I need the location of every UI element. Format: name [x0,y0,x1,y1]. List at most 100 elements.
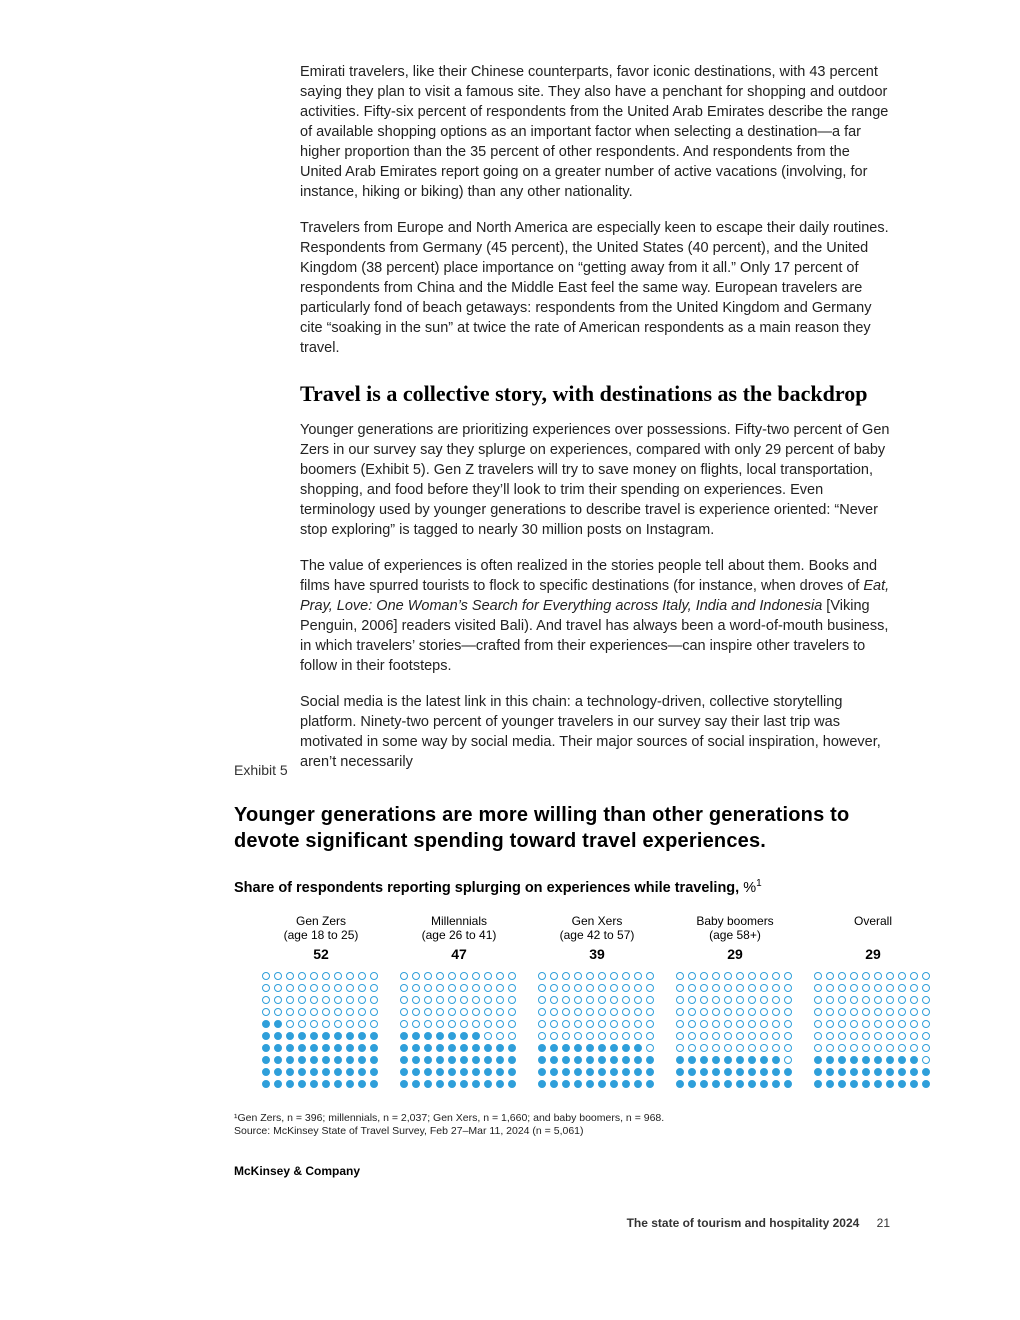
dot-empty [850,1008,858,1016]
dot-empty [484,984,492,992]
dot-empty [676,984,684,992]
dot-empty [550,1008,558,1016]
dot-filled [538,1068,546,1076]
footnote-line: Source: McKinsey State of Travel Survey,… [234,1125,894,1138]
dot-empty [784,996,792,1004]
body-paragraph: Emirati travelers, like their Chinese co… [300,62,890,202]
dot-empty [472,996,480,1004]
dot-empty [850,1020,858,1028]
dot-filled [274,1056,282,1064]
dot-filled [874,1056,882,1064]
dot-empty [310,996,318,1004]
dot-empty [508,1020,516,1028]
dot-filled [472,1044,480,1052]
dot-empty [826,1008,834,1016]
dot-filled [898,1068,906,1076]
footer-page-number: 21 [877,1216,890,1230]
dot-filled [550,1056,558,1064]
group-value: 39 [538,946,656,962]
dot-empty [910,996,918,1004]
dot-filled [400,1080,408,1088]
dot-filled [286,1056,294,1064]
dot-filled [508,1056,516,1064]
dot-filled [712,1080,720,1088]
dot-empty [862,1020,870,1028]
dot-filled [814,1068,822,1076]
dot-empty [736,1032,744,1040]
dot-filled [688,1080,696,1088]
dot-empty [748,1032,756,1040]
dot-empty [598,996,606,1004]
dot-filled [586,1068,594,1076]
dot-grid [538,972,656,1090]
dot-filled [634,1056,642,1064]
dot-filled [826,1068,834,1076]
dot-empty [586,1032,594,1040]
dot-filled [310,1044,318,1052]
dot-empty [700,1020,708,1028]
dot-filled [574,1068,582,1076]
dot-empty [634,972,642,980]
dot-empty [550,984,558,992]
footer-title: The state of tourism and hospitality 202… [627,1216,860,1230]
dot-filled [310,1032,318,1040]
dot-empty [358,984,366,992]
dot-filled [910,1080,918,1088]
dot-empty [412,972,420,980]
dot-empty [724,1020,732,1028]
dot-filled [274,1044,282,1052]
dot-filled [298,1080,306,1088]
dot-empty [688,1044,696,1052]
dot-empty [562,984,570,992]
dot-filled [298,1068,306,1076]
dot-filled [460,1080,468,1088]
dot-filled [412,1044,420,1052]
dot-filled [346,1080,354,1088]
dot-empty [688,984,696,992]
dot-empty [586,984,594,992]
dot-empty [346,1008,354,1016]
dot-empty [826,1020,834,1028]
dot-filled [610,1044,618,1052]
dot-filled [538,1080,546,1088]
dot-empty [286,972,294,980]
dot-empty [922,972,930,980]
dot-empty [322,1008,330,1016]
dot-empty [862,1032,870,1040]
dot-empty [298,1008,306,1016]
dot-empty [598,1008,606,1016]
dot-empty [550,1032,558,1040]
dot-empty [838,1032,846,1040]
dot-filled [508,1080,516,1088]
dot-empty [598,984,606,992]
dot-empty [772,1044,780,1052]
dot-empty [736,1020,744,1028]
body-paragraph: Younger generations are prioritizing exp… [300,420,890,540]
dot-empty [646,1032,654,1040]
dot-filled [700,1080,708,1088]
dot-filled [322,1032,330,1040]
dot-empty [562,1020,570,1028]
dot-empty [484,996,492,1004]
dot-empty [646,984,654,992]
dot-filled [496,1044,504,1052]
dot-empty [784,1044,792,1052]
dot-empty [922,984,930,992]
dot-empty [814,996,822,1004]
dot-empty [424,1008,432,1016]
dot-empty [310,972,318,980]
dot-empty [334,1020,342,1028]
dot-empty [484,1008,492,1016]
dot-empty [748,996,756,1004]
dot-empty [922,996,930,1004]
dot-empty [460,972,468,980]
dot-empty [508,1032,516,1040]
dot-filled [760,1080,768,1088]
dot-empty [712,1008,720,1016]
dot-filled [370,1056,378,1064]
dot-filled [688,1068,696,1076]
dot-filled [814,1056,822,1064]
dot-filled [274,1068,282,1076]
body-paragraph: Travelers from Europe and North America … [300,218,890,358]
dot-filled [748,1068,756,1076]
